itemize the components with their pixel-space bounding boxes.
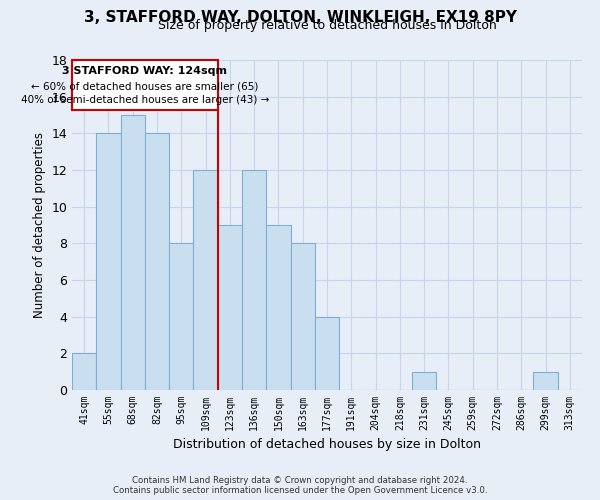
Bar	[290, 244, 315, 390]
Text: 3, STAFFORD WAY, DOLTON, WINKLEIGH, EX19 8PY: 3, STAFFORD WAY, DOLTON, WINKLEIGH, EX19…	[83, 10, 517, 25]
Bar	[242, 170, 266, 390]
Bar	[315, 316, 339, 390]
Bar	[193, 170, 218, 390]
X-axis label: Distribution of detached houses by size in Dolton: Distribution of detached houses by size …	[173, 438, 481, 452]
Title: Size of property relative to detached houses in Dolton: Size of property relative to detached ho…	[158, 20, 496, 32]
Bar	[218, 225, 242, 390]
Text: 40% of semi-detached houses are larger (43) →: 40% of semi-detached houses are larger (…	[20, 95, 269, 105]
Y-axis label: Number of detached properties: Number of detached properties	[33, 132, 46, 318]
Text: ← 60% of detached houses are smaller (65): ← 60% of detached houses are smaller (65…	[31, 81, 259, 91]
FancyBboxPatch shape	[72, 60, 218, 110]
Bar	[72, 354, 96, 390]
Text: Contains HM Land Registry data © Crown copyright and database right 2024.
Contai: Contains HM Land Registry data © Crown c…	[113, 476, 487, 495]
Bar	[145, 134, 169, 390]
Bar	[412, 372, 436, 390]
Bar	[266, 225, 290, 390]
Bar	[96, 134, 121, 390]
Bar	[121, 115, 145, 390]
Bar	[533, 372, 558, 390]
Text: 3 STAFFORD WAY: 124sqm: 3 STAFFORD WAY: 124sqm	[62, 66, 227, 76]
Bar	[169, 244, 193, 390]
